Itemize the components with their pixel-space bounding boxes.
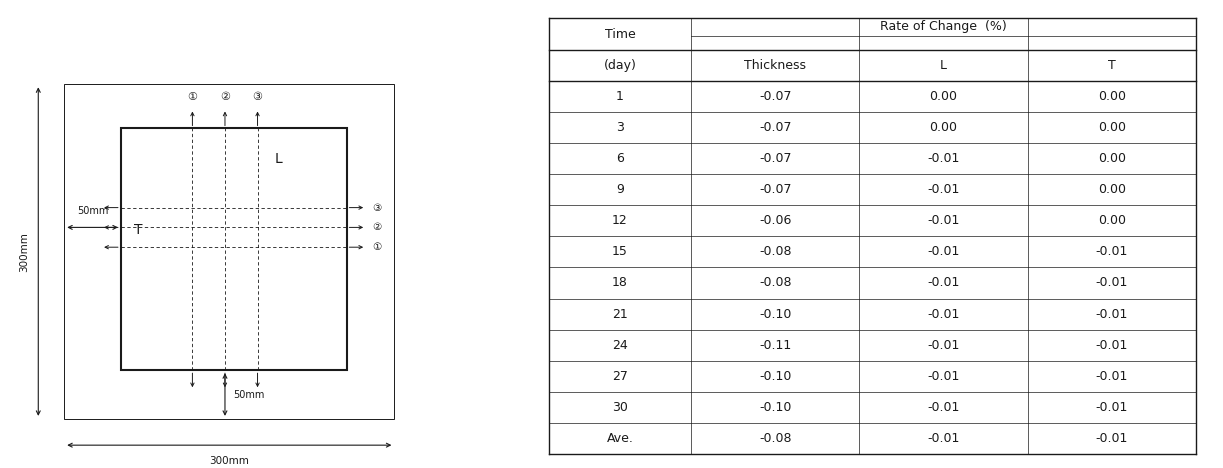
Text: -0.07: -0.07 <box>759 121 791 134</box>
Text: 30: 30 <box>612 401 627 414</box>
Text: -0.06: -0.06 <box>759 214 791 227</box>
Text: 1: 1 <box>616 90 624 103</box>
Text: -0.10: -0.10 <box>759 370 791 383</box>
Text: -0.08: -0.08 <box>759 245 791 258</box>
Text: -0.01: -0.01 <box>927 214 960 227</box>
Text: -0.01: -0.01 <box>1096 277 1128 290</box>
Text: 9: 9 <box>616 183 624 196</box>
Bar <box>65 84 394 419</box>
Text: L: L <box>940 58 947 72</box>
Text: -0.01: -0.01 <box>927 339 960 352</box>
Text: ②: ② <box>220 92 230 102</box>
Text: -0.07: -0.07 <box>759 90 791 103</box>
Text: 27: 27 <box>612 370 627 383</box>
Text: Ave.: Ave. <box>607 432 634 445</box>
Text: -0.11: -0.11 <box>759 339 791 352</box>
Text: 15: 15 <box>612 245 627 258</box>
Text: -0.01: -0.01 <box>1096 339 1128 352</box>
Text: 0.00: 0.00 <box>1097 214 1125 227</box>
Text: ①: ① <box>373 242 382 252</box>
Text: L: L <box>275 152 283 166</box>
Text: T: T <box>1108 58 1115 72</box>
Text: -0.07: -0.07 <box>759 152 791 165</box>
Text: 18: 18 <box>612 277 627 290</box>
Text: -0.01: -0.01 <box>927 277 960 290</box>
Text: 0.00: 0.00 <box>1097 183 1125 196</box>
Text: -0.01: -0.01 <box>927 183 960 196</box>
Bar <box>121 128 346 370</box>
Text: 12: 12 <box>613 214 627 227</box>
Text: 50mm: 50mm <box>234 389 265 400</box>
Text: 50mm: 50mm <box>77 206 109 216</box>
Text: -0.10: -0.10 <box>759 307 791 321</box>
Text: 24: 24 <box>613 339 627 352</box>
Text: Rate of Change  (%): Rate of Change (%) <box>881 21 1007 34</box>
Text: -0.01: -0.01 <box>1096 370 1128 383</box>
Text: 0.00: 0.00 <box>1097 152 1125 165</box>
Text: 300mm: 300mm <box>209 456 249 466</box>
Text: T: T <box>133 223 142 237</box>
Text: -0.01: -0.01 <box>1096 432 1128 445</box>
Text: -0.01: -0.01 <box>927 401 960 414</box>
Text: ③: ③ <box>373 203 382 212</box>
Text: 0.00: 0.00 <box>1097 121 1125 134</box>
Text: (day): (day) <box>604 58 636 72</box>
Text: ①: ① <box>187 92 197 102</box>
Text: Time: Time <box>604 28 636 41</box>
Text: 0.00: 0.00 <box>929 90 958 103</box>
Text: 0.00: 0.00 <box>1097 90 1125 103</box>
Text: -0.01: -0.01 <box>1096 307 1128 321</box>
Text: -0.01: -0.01 <box>927 432 960 445</box>
Text: -0.01: -0.01 <box>1096 401 1128 414</box>
Text: Thickness: Thickness <box>745 58 806 72</box>
Text: 300mm: 300mm <box>20 232 29 271</box>
Text: -0.01: -0.01 <box>927 152 960 165</box>
Text: 3: 3 <box>616 121 624 134</box>
Text: -0.01: -0.01 <box>927 307 960 321</box>
Text: 21: 21 <box>613 307 627 321</box>
Text: -0.10: -0.10 <box>759 401 791 414</box>
Text: 0.00: 0.00 <box>929 121 958 134</box>
Text: -0.07: -0.07 <box>759 183 791 196</box>
Text: -0.01: -0.01 <box>1096 245 1128 258</box>
Text: -0.08: -0.08 <box>759 432 791 445</box>
Text: -0.01: -0.01 <box>927 245 960 258</box>
Text: 6: 6 <box>616 152 624 165</box>
Text: ③: ③ <box>252 92 263 102</box>
Text: -0.01: -0.01 <box>927 370 960 383</box>
Text: ②: ② <box>373 222 382 233</box>
Text: -0.08: -0.08 <box>759 277 791 290</box>
